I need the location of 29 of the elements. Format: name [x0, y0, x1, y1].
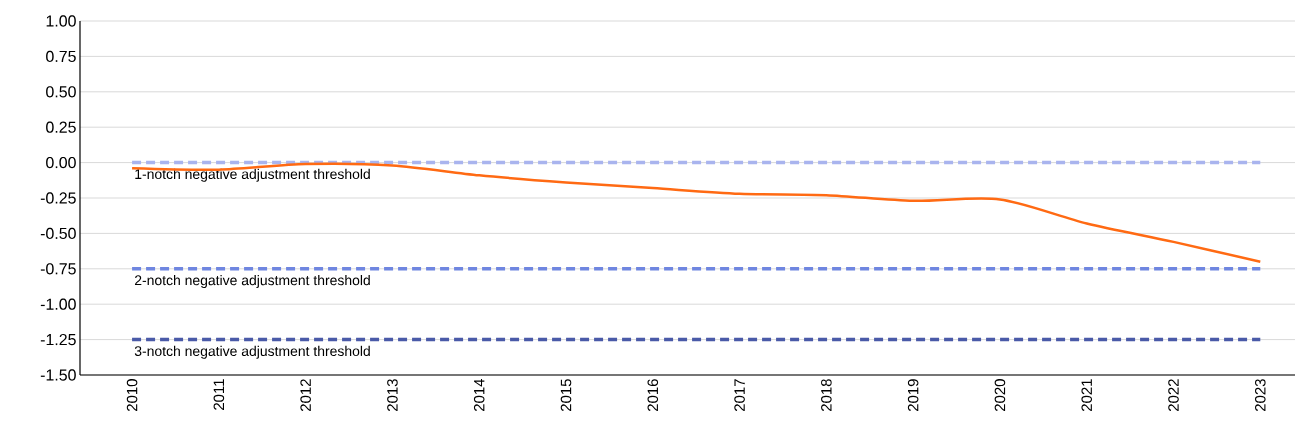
x-tick-label: 2015	[560, 379, 572, 412]
y-tick-label: 1.00	[46, 15, 76, 27]
line-series	[130, 162, 1262, 263]
x-tick-label: 2018	[821, 379, 832, 412]
y-tick-label: -1.00	[40, 298, 76, 310]
x-tick-label: 2017	[734, 379, 745, 412]
x-tick-label: 2019	[907, 379, 919, 412]
x-tick-label: 2010	[126, 379, 138, 412]
x-tick-label: 2016	[647, 379, 659, 412]
x-tick-label: 2020	[994, 379, 1006, 412]
y-tick-label: -1.25	[40, 333, 76, 346]
x-tick-label: 2011	[213, 379, 225, 410]
x-tick-label: 2012	[300, 379, 311, 412]
ref-line-label: 3-notch negative adjustment threshold	[134, 345, 370, 359]
y-tick-label: -0.25	[40, 192, 76, 204]
ref-line-label: 1-notch negative adjustment threshold	[135, 168, 370, 182]
ref-line-label: 2-notch negative adjustment threshold	[134, 275, 370, 288]
x-tick-label: 2022	[1168, 379, 1179, 412]
y-tick-label: -0.50	[40, 227, 76, 240]
x-tick-label: 2021	[1081, 379, 1093, 412]
y-tick-label: -0.75	[40, 263, 76, 275]
x-tick-label: 2013	[387, 379, 398, 412]
y-tick-label: 0.00	[46, 156, 76, 169]
y-tick-label: -1.50	[40, 369, 76, 381]
y-tick-label: 0.25	[46, 121, 76, 133]
y-tick-label: 0.50	[46, 86, 76, 98]
y-tick-label: 0.75	[46, 50, 76, 63]
x-tick-label: 2023	[1255, 379, 1266, 412]
x-tick-label: 2014	[473, 378, 485, 412]
